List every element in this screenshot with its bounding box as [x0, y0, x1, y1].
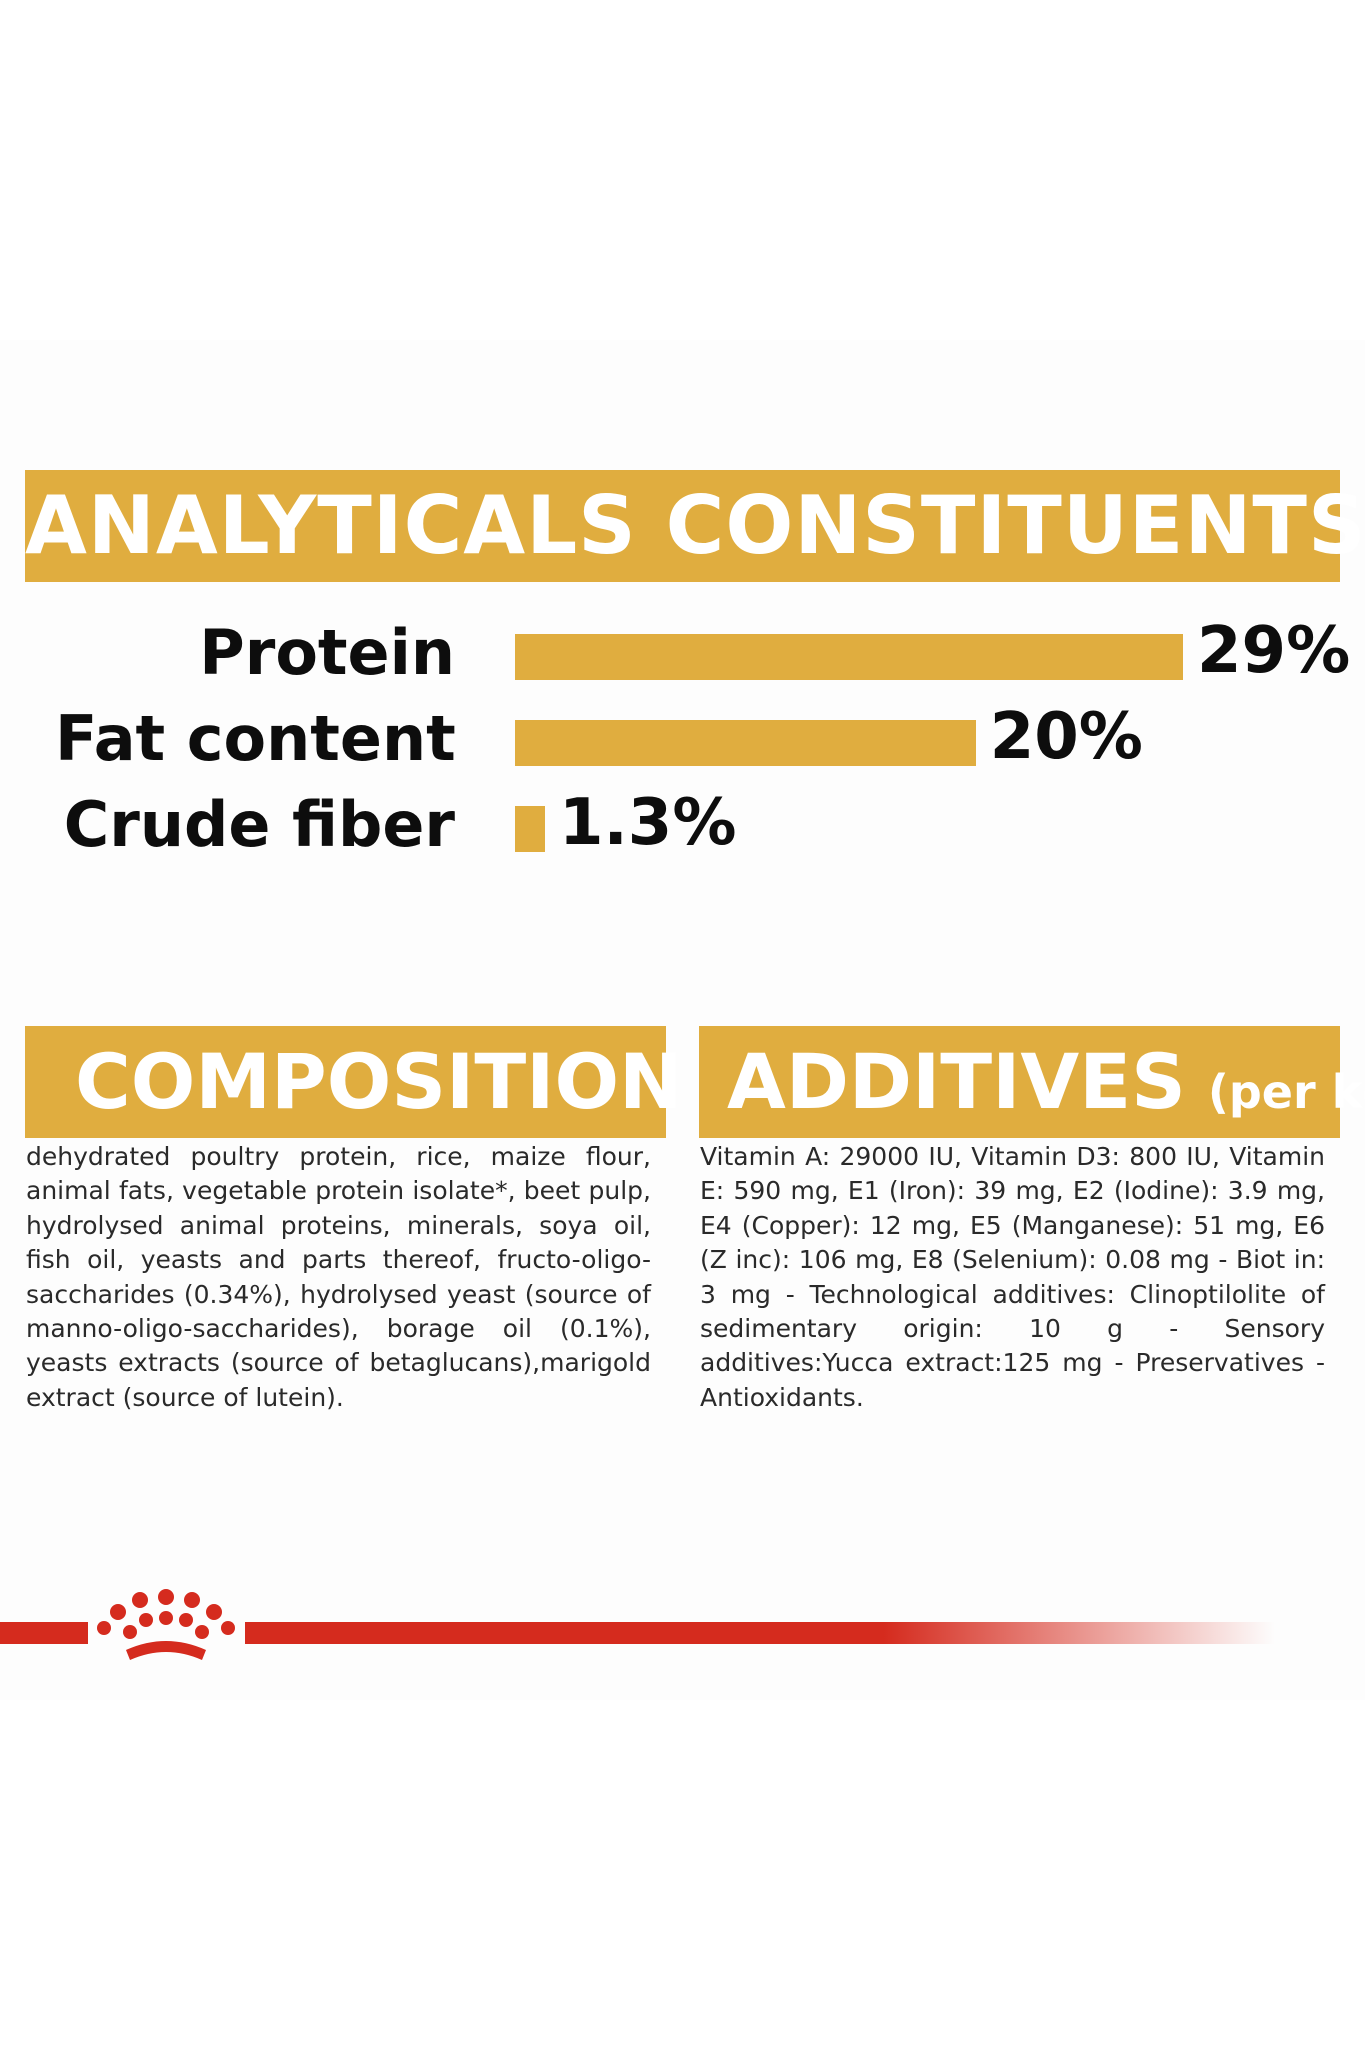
value-label-protein: 29% [1197, 614, 1351, 688]
brand-line-right [245, 1622, 1275, 1644]
additives-subtitle: (per kg) [1207, 1065, 1365, 1119]
additives-title: ADDITIVES [727, 1037, 1186, 1126]
value-label-crude-fiber: 1.3% [558, 786, 737, 860]
category-label-crude-fiber: Crude fiber [63, 788, 455, 861]
brand-line-left [0, 1622, 88, 1644]
category-label-fat-content: Fat content [55, 702, 456, 775]
analytical-title: ANALYTICALS CONSTITUENTS [25, 479, 1365, 572]
composition-title: COMPOSITION [75, 1037, 683, 1126]
bar-fat-content [515, 720, 976, 766]
value-label-fat-content: 20% [989, 700, 1143, 774]
category-label-protein: Protein [199, 616, 455, 689]
bar-protein [515, 634, 1183, 680]
additives-banner: ADDITIVES (per kg) [699, 1026, 1365, 1138]
analytical-constituents-banner: ANALYTICALS CONSTITUENTS [25, 470, 1365, 582]
composition-banner: COMPOSITION [25, 1026, 683, 1138]
additives-text: Vitamin A: 29000 IU, Vitamin D3: 800 IU,… [700, 1142, 1325, 1412]
bar-crude-fiber [515, 806, 545, 852]
crown-icon [97, 1589, 235, 1660]
composition-text: dehydrated poultry protein, rice, maize … [26, 1142, 651, 1412]
